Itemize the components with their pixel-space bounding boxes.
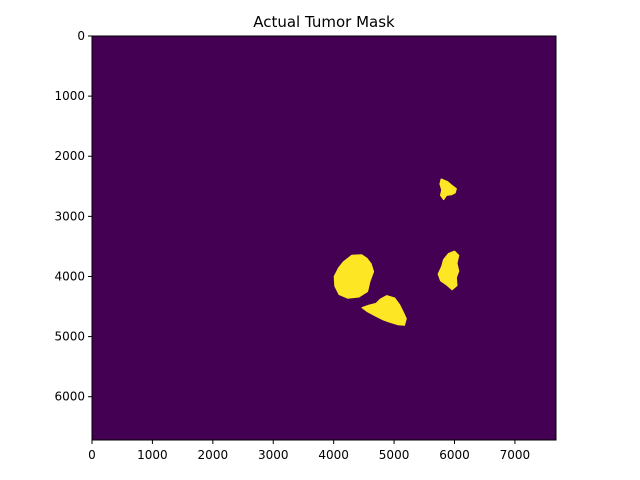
plot-area — [91, 35, 557, 441]
tumor-region-3 — [333, 254, 375, 299]
y-tick-label: 4000 — [54, 269, 85, 283]
tumor-region-1 — [439, 178, 457, 201]
y-tick-label: 6000 — [54, 390, 85, 404]
x-tick-label: 2000 — [198, 448, 229, 462]
x-tick-label: 6000 — [439, 448, 470, 462]
x-tick-label: 3000 — [258, 448, 289, 462]
mask-background — [92, 36, 556, 440]
tumor-regions — [333, 178, 460, 326]
tumor-region-2 — [437, 250, 460, 291]
plot-frame — [91, 35, 557, 441]
y-tick-label: 5000 — [54, 330, 85, 344]
x-tick-label: 1000 — [137, 448, 168, 462]
tumor-region-4 — [361, 295, 407, 326]
y-tick-label: 3000 — [54, 209, 85, 223]
y-tick-label: 1000 — [54, 89, 85, 103]
x-tick-label: 0 — [88, 448, 96, 462]
y-tick-label: 2000 — [54, 149, 85, 163]
x-tick-label: 7000 — [500, 448, 531, 462]
chart-title: Actual Tumor Mask — [253, 13, 395, 31]
x-tick-label: 5000 — [379, 448, 410, 462]
y-tick-label: 0 — [77, 29, 85, 43]
y-axis: 0 1000 2000 3000 4000 5000 6000 — [54, 29, 92, 404]
x-tick-label: 4000 — [318, 448, 349, 462]
x-axis: 0 1000 2000 3000 4000 5000 6000 7000 — [88, 440, 530, 462]
